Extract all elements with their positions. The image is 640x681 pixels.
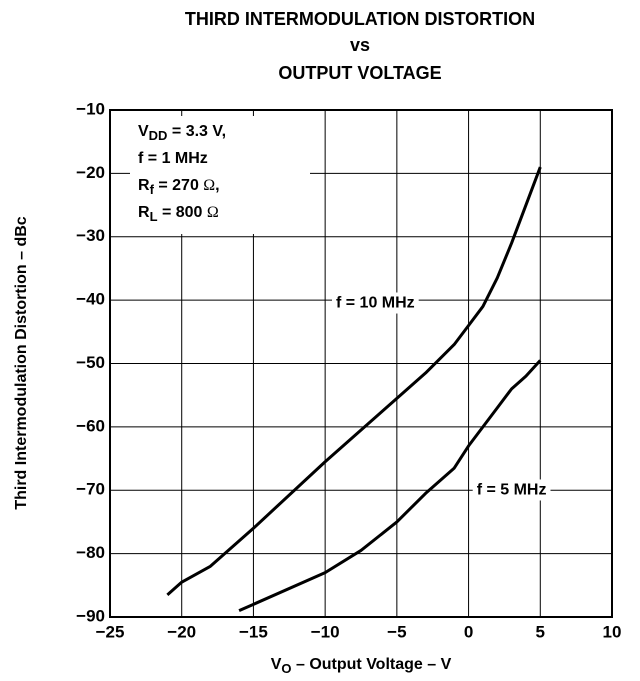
annotation: Rf = 270 Ω, (138, 177, 220, 198)
y-tick-label: −80 (76, 543, 105, 562)
series-label: f = 10 MHz (336, 295, 415, 312)
line-series (238, 359, 542, 613)
annotation-sub: L (150, 209, 158, 224)
x-tick-label: −25 (96, 622, 125, 641)
y-tick-label: −90 (76, 606, 105, 625)
annotation: RL = 800 Ω (138, 204, 219, 225)
x-axis-label: VO – Output Voltage – V (271, 656, 452, 676)
x-tick-label: −20 (167, 622, 196, 641)
annotation-rest: = 3.3 V, (167, 123, 226, 140)
x-tick-label: −10 (311, 622, 340, 641)
y-tick-label: −20 (76, 163, 105, 182)
annotation-bg (130, 116, 310, 234)
x-tick-label: 5 (536, 622, 545, 641)
x-tick-label: −5 (387, 622, 406, 641)
annotation-main: V (138, 123, 149, 140)
annotation-main: f = 1 MHz (138, 150, 208, 167)
annotation-main: R (138, 204, 150, 221)
annotation: VDD = 3.3 V, (138, 123, 226, 143)
y-tick-label: −50 (76, 353, 105, 372)
x-tick-label: 10 (603, 622, 622, 641)
annotation-sub: DD (149, 128, 168, 143)
series-label-bg (331, 292, 419, 314)
y-tick-label: −40 (76, 290, 105, 309)
chart-title: THIRD INTERMODULATION DISTORTION (185, 9, 535, 29)
y-tick-label: −30 (76, 226, 105, 245)
chart-title: vs (350, 35, 370, 55)
annotation: f = 1 MHz (138, 150, 208, 167)
x-tick-label: −15 (239, 622, 268, 641)
x-label-sub: O (281, 661, 291, 676)
plot-border (109, 109, 613, 618)
annotation-main: R (138, 177, 150, 194)
series-label: f = 5 MHz (477, 481, 547, 498)
line-series (166, 166, 542, 596)
x-label-rest: – Output Voltage – V (292, 656, 452, 673)
annotation-rest: = 270 Ω, (154, 177, 220, 195)
y-tick-label: −60 (76, 416, 105, 435)
y-axis-label: Third Intermodulation Distortion – dBc (13, 216, 30, 509)
annotation-sub: f (150, 182, 155, 197)
annotation-rest: = 800 Ω (158, 204, 219, 222)
x-label-main: V (271, 656, 282, 673)
chart-title: OUTPUT VOLTAGE (278, 63, 441, 83)
x-tick-label: 0 (464, 622, 473, 641)
y-tick-label: −70 (76, 480, 105, 499)
series-label-bg (472, 479, 551, 501)
y-tick-label: −10 (76, 99, 105, 118)
